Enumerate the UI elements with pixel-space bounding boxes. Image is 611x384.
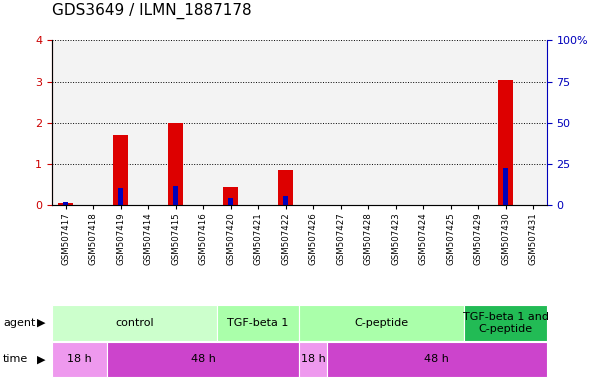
Bar — [64, 202, 68, 205]
Bar — [229, 198, 233, 205]
Text: 48 h: 48 h — [425, 354, 449, 364]
Bar — [464, 40, 492, 205]
Text: 18 h: 18 h — [67, 354, 92, 364]
Bar — [409, 40, 437, 205]
Bar — [168, 123, 183, 205]
Bar — [52, 40, 79, 205]
Bar — [134, 40, 162, 205]
Text: ▶: ▶ — [37, 318, 46, 328]
Text: GDS3649 / ILMN_1887178: GDS3649 / ILMN_1887178 — [52, 3, 252, 19]
Bar — [79, 40, 107, 205]
Bar — [174, 185, 178, 205]
Text: 48 h: 48 h — [191, 354, 216, 364]
Bar — [272, 40, 299, 205]
Text: C-peptide: C-peptide — [355, 318, 409, 328]
Bar — [437, 40, 464, 205]
Bar — [519, 40, 547, 205]
Text: TGF-beta 1 and
C-peptide: TGF-beta 1 and C-peptide — [463, 312, 549, 334]
Text: ▶: ▶ — [37, 354, 46, 364]
Text: agent: agent — [3, 318, 35, 328]
Bar — [278, 170, 293, 205]
Text: TGF-beta 1: TGF-beta 1 — [227, 318, 289, 328]
Bar — [503, 168, 508, 205]
Text: 18 h: 18 h — [301, 354, 326, 364]
Bar — [217, 40, 244, 205]
Text: time: time — [3, 354, 28, 364]
Bar — [284, 196, 288, 205]
Bar — [498, 79, 513, 205]
Bar — [189, 40, 217, 205]
Bar — [382, 40, 409, 205]
Bar — [107, 40, 134, 205]
Bar — [58, 204, 73, 205]
Text: control: control — [115, 318, 154, 328]
Bar — [119, 188, 123, 205]
Bar — [327, 40, 354, 205]
Bar — [162, 40, 189, 205]
Bar — [299, 40, 327, 205]
Bar — [354, 40, 382, 205]
Bar — [113, 135, 128, 205]
Bar — [223, 187, 238, 205]
Bar — [492, 40, 519, 205]
Bar — [244, 40, 272, 205]
